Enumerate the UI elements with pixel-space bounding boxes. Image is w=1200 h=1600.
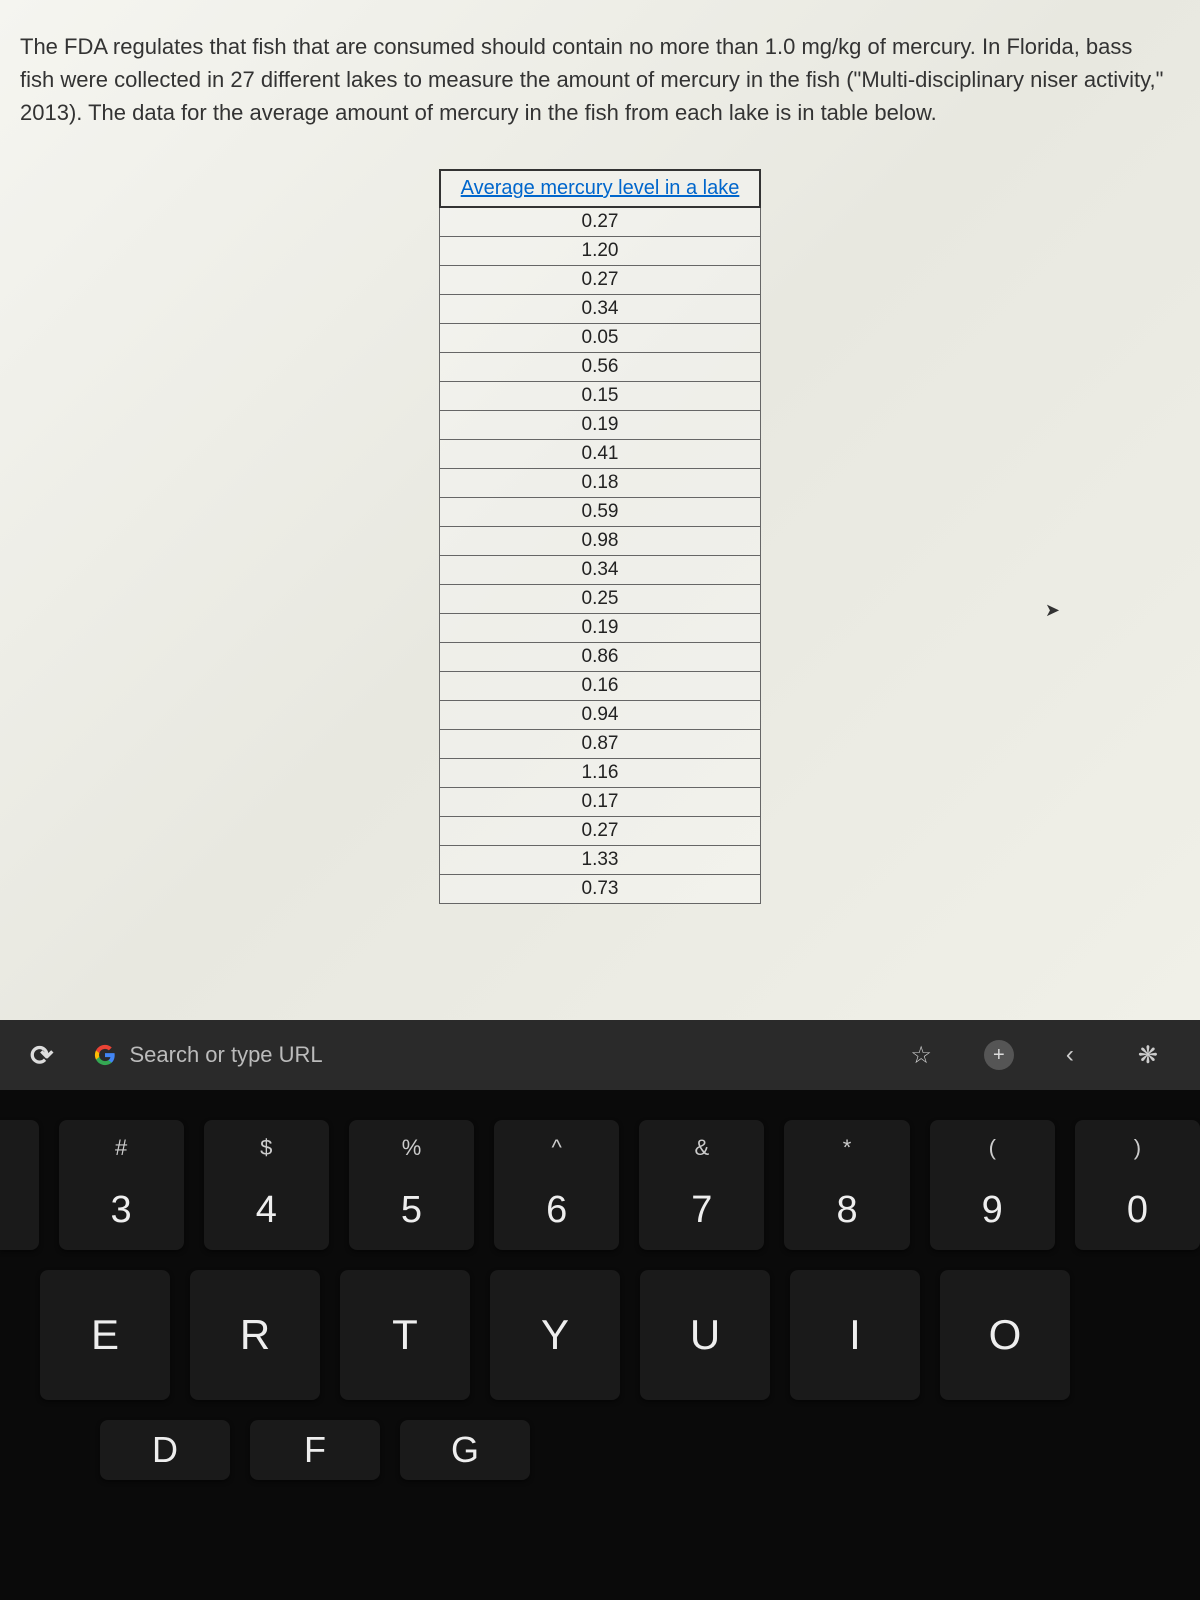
key-T[interactable]: T <box>340 1270 470 1400</box>
table-cell: 0.27 <box>440 817 761 846</box>
plus-icon[interactable]: + <box>984 1040 1014 1070</box>
key-letter-label: O <box>989 1311 1022 1359</box>
key-letter-label: R <box>240 1311 270 1359</box>
key-U[interactable]: U <box>640 1270 770 1400</box>
key-5[interactable]: %5 <box>349 1120 474 1250</box>
table-cell: 0.73 <box>440 875 761 904</box>
key-upper-label: % <box>402 1135 422 1161</box>
table-cell: 1.16 <box>440 759 761 788</box>
key-letter-label: F <box>304 1429 326 1471</box>
key-D[interactable]: D <box>100 1420 230 1480</box>
table-cell: 0.34 <box>440 295 761 324</box>
table-cell: 0.16 <box>440 672 761 701</box>
key-3[interactable]: #3 <box>59 1120 184 1250</box>
table-cell: 0.59 <box>440 498 761 527</box>
key-6[interactable]: ^6 <box>494 1120 619 1250</box>
key-O[interactable]: O <box>940 1270 1070 1400</box>
table-cell: 0.87 <box>440 730 761 759</box>
table-cell: 0.15 <box>440 382 761 411</box>
key-lower-label: 4 <box>256 1189 277 1232</box>
key-partial[interactable] <box>0 1120 39 1250</box>
key-lower-label: 8 <box>836 1189 857 1232</box>
key-lower-label: 3 <box>111 1189 132 1232</box>
table-cell: 0.27 <box>440 266 761 295</box>
key-R[interactable]: R <box>190 1270 320 1400</box>
table-cell: 0.34 <box>440 556 761 585</box>
url-bar[interactable]: Search or type URL <box>93 1042 858 1068</box>
key-8[interactable]: *8 <box>784 1120 909 1250</box>
table-cell: 0.18 <box>440 469 761 498</box>
key-E[interactable]: E <box>40 1270 170 1400</box>
key-letter-label: Y <box>541 1311 569 1359</box>
key-lower-label: 9 <box>982 1189 1003 1232</box>
key-upper-label: ^ <box>552 1135 562 1161</box>
table-cell: 0.98 <box>440 527 761 556</box>
reload-icon[interactable]: ⟳ <box>30 1039 53 1072</box>
table-cell: 1.20 <box>440 237 761 266</box>
key-upper-label: & <box>695 1135 710 1161</box>
key-letter-label: E <box>91 1311 119 1359</box>
key-letter-label: T <box>392 1311 418 1359</box>
keyboard: #3$4%5^6&7*8(9)0 ERTYUIO DFG <box>0 1090 1200 1600</box>
table-cell: 0.19 <box>440 411 761 440</box>
key-upper-label: $ <box>260 1135 272 1161</box>
url-placeholder: Search or type URL <box>129 1042 322 1068</box>
table-cell: 0.56 <box>440 353 761 382</box>
table-header: Average mercury level in a lake <box>440 170 761 207</box>
key-0[interactable]: )0 <box>1075 1120 1200 1250</box>
key-F[interactable]: F <box>250 1420 380 1480</box>
table-cell: 0.94 <box>440 701 761 730</box>
key-9[interactable]: (9 <box>930 1120 1055 1250</box>
table-cell: 0.41 <box>440 440 761 469</box>
key-upper-label: ) <box>1134 1135 1141 1161</box>
key-lower-label: 7 <box>691 1189 712 1232</box>
google-icon <box>93 1043 117 1067</box>
browser-bar: ⟳ Search or type URL ☆ + ‹ ❋ <box>0 1020 1200 1090</box>
key-letter-label: U <box>690 1311 720 1359</box>
cursor-icon: ➤ <box>1045 600 1060 621</box>
table-cell: 1.33 <box>440 846 761 875</box>
key-letter-label: D <box>152 1429 178 1471</box>
key-lower-label: 0 <box>1127 1189 1148 1232</box>
key-letter-label: G <box>451 1429 479 1471</box>
question-text: The FDA regulates that fish that are con… <box>20 30 1170 129</box>
key-G[interactable]: G <box>400 1420 530 1480</box>
table-cell: 0.17 <box>440 788 761 817</box>
table-cell: 0.25 <box>440 585 761 614</box>
star-icon[interactable]: ☆ <box>910 1041 932 1070</box>
key-Y[interactable]: Y <box>490 1270 620 1400</box>
key-4[interactable]: $4 <box>204 1120 329 1250</box>
chevron-icon[interactable]: ‹ <box>1066 1041 1074 1069</box>
key-upper-label: # <box>115 1135 127 1161</box>
key-upper-label: ( <box>989 1135 996 1161</box>
key-7[interactable]: &7 <box>639 1120 764 1250</box>
mercury-data-table: Average mercury level in a lake 0.271.20… <box>439 169 762 904</box>
table-cell: 0.86 <box>440 643 761 672</box>
key-lower-label: 5 <box>401 1189 422 1232</box>
table-cell: 0.05 <box>440 324 761 353</box>
key-lower-label: 6 <box>546 1189 567 1232</box>
key-letter-label: I <box>849 1311 861 1359</box>
screen-content: The FDA regulates that fish that are con… <box>0 0 1200 1020</box>
key-upper-label: * <box>843 1135 852 1161</box>
sparkle-icon[interactable]: ❋ <box>1138 1041 1158 1070</box>
key-I[interactable]: I <box>790 1270 920 1400</box>
table-cell: 0.27 <box>440 207 761 237</box>
table-cell: 0.19 <box>440 614 761 643</box>
